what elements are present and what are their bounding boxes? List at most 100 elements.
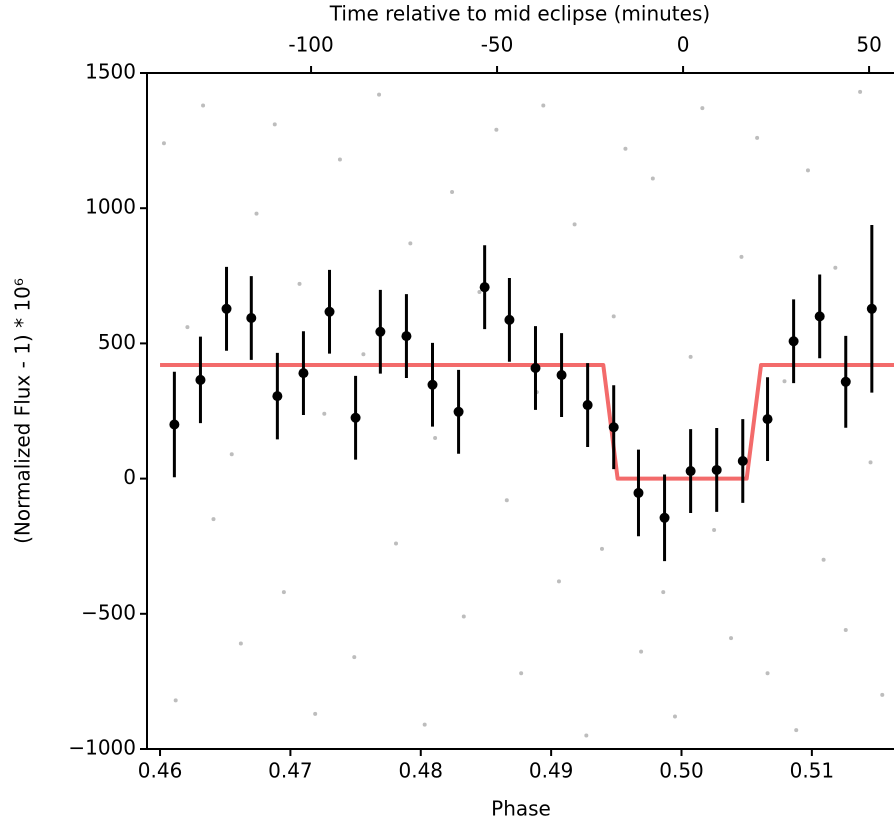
binned-point <box>324 306 335 317</box>
binned-point <box>866 303 877 314</box>
x-tick-label: 0.48 <box>399 759 444 783</box>
raw-point <box>377 92 382 97</box>
binned-point <box>401 331 412 342</box>
raw-point <box>858 89 863 94</box>
raw-point <box>821 557 826 562</box>
binned-point <box>195 374 206 385</box>
raw-point <box>238 641 243 646</box>
raw-point <box>322 411 327 416</box>
x-axis-label: Phase <box>491 797 551 821</box>
y-tick-label: 1500 <box>85 60 136 84</box>
binned-point <box>298 368 309 379</box>
x2-axis-label: Time relative to mid eclipse (minutes) <box>329 2 710 26</box>
binned-point <box>350 412 361 423</box>
raw-point <box>461 614 466 619</box>
raw-point <box>765 671 770 676</box>
raw-point <box>712 527 717 532</box>
raw-point <box>739 254 744 259</box>
binned-point <box>246 312 257 323</box>
y-tick-label: 500 <box>98 330 136 354</box>
raw-point <box>599 546 604 551</box>
raw-point <box>805 168 810 173</box>
raw-point <box>611 314 616 319</box>
binned-point <box>840 376 851 387</box>
binned-point <box>556 370 567 381</box>
raw-point <box>700 106 705 111</box>
x-tick-label: 0.49 <box>529 759 574 783</box>
binned-point <box>762 414 773 425</box>
raw-point <box>313 711 318 716</box>
raw-point <box>661 590 666 595</box>
binned-point <box>659 512 670 523</box>
x2-tick-label: -100 <box>288 33 333 57</box>
x-tick-label: 0.50 <box>659 759 704 783</box>
raw-point <box>729 636 734 641</box>
x2-tick-label: 0 <box>677 33 690 57</box>
raw-point <box>782 379 787 384</box>
y-axis-label: (Normalized Flux - 1) * 10⁶ <box>11 278 35 544</box>
raw-point <box>755 135 760 140</box>
raw-point <box>794 728 799 733</box>
raw-point <box>572 222 577 227</box>
binned-point <box>814 311 825 322</box>
binned-point <box>221 303 232 314</box>
x-tick-label: 0.47 <box>268 759 313 783</box>
raw-point <box>161 141 166 146</box>
binned-point <box>633 487 644 498</box>
raw-point <box>688 354 693 359</box>
raw-point <box>519 671 524 676</box>
raw-point <box>361 352 366 357</box>
x-tick-label: 0.46 <box>138 759 183 783</box>
raw-point <box>229 452 234 457</box>
binned-point <box>530 363 541 374</box>
binned-point <box>608 422 619 433</box>
raw-point <box>408 241 413 246</box>
y-tick-label: −1000 <box>68 736 136 760</box>
raw-point <box>450 189 455 194</box>
x2-tick-label: 50 <box>856 33 881 57</box>
y-tick-label: 0 <box>123 465 136 489</box>
raw-point <box>173 698 178 703</box>
raw-point <box>394 541 398 546</box>
binned-point <box>685 466 696 477</box>
raw-point <box>201 103 206 108</box>
raw-point <box>556 579 561 584</box>
raw-point <box>868 460 873 465</box>
raw-point <box>584 733 589 738</box>
raw-point <box>672 714 677 719</box>
x-tick-label: 0.51 <box>790 759 835 783</box>
model-line <box>160 363 894 481</box>
y-tick-label: −500 <box>81 600 136 624</box>
raw-point <box>833 265 838 270</box>
raw-point <box>639 649 644 654</box>
raw-point <box>185 325 190 330</box>
binned-point <box>272 391 283 402</box>
raw-point <box>211 517 216 522</box>
binned-point <box>737 456 748 467</box>
binned-point <box>169 419 180 430</box>
raw-point <box>504 498 509 503</box>
binned-point <box>504 314 515 325</box>
raw-point <box>422 722 427 727</box>
binned-point <box>711 464 722 475</box>
raw-point <box>272 122 277 127</box>
raw-point <box>541 103 546 108</box>
raw-point <box>650 176 655 181</box>
raw-point <box>623 146 628 151</box>
y-tick-label: 1000 <box>85 195 136 219</box>
binned-point <box>582 400 593 411</box>
raw-point <box>337 157 342 162</box>
raw-point <box>281 590 286 595</box>
raw-point <box>880 692 885 697</box>
x2-tick-label: -50 <box>481 33 514 57</box>
raw-point <box>297 281 302 286</box>
raw-point <box>352 655 357 660</box>
raw-point <box>843 628 848 633</box>
raw-point <box>433 436 438 441</box>
binned-point <box>788 336 799 347</box>
raw-point <box>494 127 499 132</box>
raw-point <box>477 290 482 295</box>
binned-point <box>427 379 438 390</box>
raw-point <box>254 211 259 216</box>
